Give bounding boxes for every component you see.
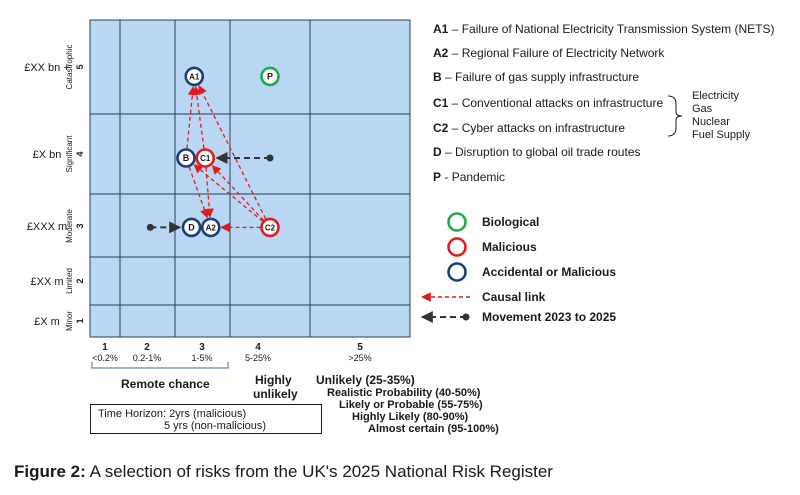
risk-marker-p	[260, 66, 280, 87]
movement-start-dot-d	[146, 223, 154, 231]
x-tick-range-5: >25%	[348, 353, 371, 363]
risk-label-d: D	[188, 222, 195, 232]
y-level-name-1: Minor	[65, 311, 74, 331]
y-cost-3: £XXX m	[27, 221, 67, 233]
term-unlikely: Unlikely (25-35%)	[316, 373, 415, 387]
c-target-gas: Gas	[692, 103, 713, 115]
causal-link-c2-to-c1	[211, 165, 264, 221]
time-horizon-line-1: Time Horizon: 2yrs (malicious)	[98, 408, 247, 420]
y-level-name-4: Significant	[65, 135, 74, 173]
key-label-accidental: Accidental or Malicious	[482, 265, 617, 279]
term-almost-certain: Almost certain (95-100%)	[368, 423, 499, 435]
caption-label: Figure 2:	[14, 462, 86, 481]
risk-markers: A1 P B C1 D A2 C2	[176, 66, 280, 238]
term-remote-chance: Remote chance	[121, 377, 210, 391]
causal-link-c1-to-a1	[192, 85, 205, 149]
x-tick-range-1: <0.2%	[92, 353, 118, 363]
legend-item-c2: C2 – Cyber attacks on infrastructure	[433, 121, 626, 135]
causal-link-c2-to-a1	[198, 84, 267, 220]
risk-label-p: P	[267, 71, 273, 81]
y-level-name-2: Limited	[65, 268, 74, 294]
y-level-num-3: 3	[75, 223, 85, 228]
plot-background	[89, 19, 411, 338]
y-level-name-3: Moderate	[65, 209, 74, 243]
time-horizon-box: Time Horizon: 2yrs (malicious) 5 yrs (no…	[90, 404, 322, 434]
y-level-num-1: 1	[75, 318, 85, 323]
figure-caption: Figure 2: A selection of risks from the …	[14, 462, 553, 482]
y-cost-4: £X bn	[33, 149, 62, 161]
x-tick-number-2: 2	[144, 342, 150, 353]
causal-link-b-to-a2	[188, 166, 209, 219]
key-label-movement: Movement 2023 to 2025	[482, 310, 617, 324]
c-target-nuclear: Nuclear	[692, 116, 730, 128]
causal-link-b-to-a1	[186, 85, 197, 149]
y-cost-1: £X m	[34, 316, 60, 328]
y-axis: £XX bn +Catastrophic 5 £X bn Significant 4 £X…	[24, 45, 85, 331]
legend-item-p: P - Pandemic	[433, 170, 506, 184]
key-biological-icon	[447, 212, 467, 232]
caption-text: A selection of risks from the UK's 2025 …	[85, 462, 553, 481]
x-tick-number-3: 3	[199, 342, 205, 353]
x-axis: 1<0.2% 20.2-1% 31-5% 45-25% 5>25%	[92, 342, 372, 363]
term-highly-likely: Highly Likely (80-90%)	[352, 411, 469, 423]
legend-item-d: D – Disruption to global oil trade route…	[433, 145, 641, 159]
y-level-name-5: Catastrophic	[65, 45, 74, 90]
key-label-causal-link: Causal link	[482, 290, 546, 304]
x-tick-number-5: 5	[357, 342, 363, 353]
causal-links	[186, 84, 267, 232]
risk-marker-b	[176, 148, 196, 168]
y-cost-5: £XX bn +	[24, 62, 70, 74]
risk-marker-a1	[184, 66, 205, 87]
c-targets-brace	[667, 95, 683, 137]
causal-link-c2-to-b	[193, 164, 264, 222]
risk-marker-c1	[195, 148, 216, 168]
term-likely: Likely or Probable (55-75%)	[339, 399, 483, 411]
risk-label-a2: A2	[206, 223, 217, 232]
legend-item-a2: A2 – Regional Failure of Electricity Net…	[433, 46, 665, 60]
y-level-num-4: 4	[75, 151, 85, 156]
grid-lines	[90, 20, 410, 337]
key-label-malicious: Malicious	[482, 240, 537, 254]
x-tick-range-4: 5-25%	[245, 353, 271, 363]
y-cost-2: £XX m	[30, 276, 63, 288]
time-horizon-line-2: 5 yrs (non-malicious)	[164, 420, 267, 432]
risk-label-c1: C1	[200, 154, 211, 163]
movement-arrows	[146, 152, 274, 234]
risk-label-c2: C2	[265, 223, 276, 232]
x-tick-range-2: 0.2-1%	[133, 353, 162, 363]
movement-start-dot-c1	[266, 154, 274, 162]
risk-marker-c2	[260, 217, 280, 238]
legend-item-b: B – Failure of gas supply infrastructure	[433, 70, 640, 84]
c-target-electricity: Electricity	[692, 90, 740, 102]
legend-item-c1: C1 – Conventional attacks on infrastruct…	[433, 96, 664, 110]
risk-label-a1: A1	[189, 72, 200, 81]
term-highly-unlikely-1: Highly	[255, 373, 292, 387]
term-realistic: Realistic Probability (40-50%)	[327, 387, 481, 399]
term-highly-unlikely-2: unlikely	[253, 387, 298, 401]
key-malicious-icon	[447, 237, 467, 257]
x-tick-number-4: 4	[255, 342, 261, 353]
risk-marker-d	[181, 217, 202, 238]
x-tick-number-1: 1	[102, 342, 108, 353]
y-level-num-2: 2	[75, 278, 85, 283]
key-accidental-icon	[447, 262, 467, 282]
legend-item-a1: A1 – Failure of National Electricity Tra…	[433, 22, 775, 36]
risk-matrix-chart: 1<0.2%20.2-1%31-5%45-25%5>25% £XX bn +Ca…	[24, 19, 683, 369]
risk-label-b: B	[183, 153, 190, 163]
c-target-fuel-supply: Fuel Supply	[692, 129, 751, 141]
remote-chance-bracket	[91, 362, 229, 369]
key-label-biological: Biological	[482, 215, 540, 229]
risk-marker-a2	[200, 217, 221, 238]
key-movement-dot-icon	[462, 313, 470, 321]
y-level-num-5: 5	[75, 64, 85, 69]
x-tick-range-3: 1-5%	[191, 353, 212, 363]
